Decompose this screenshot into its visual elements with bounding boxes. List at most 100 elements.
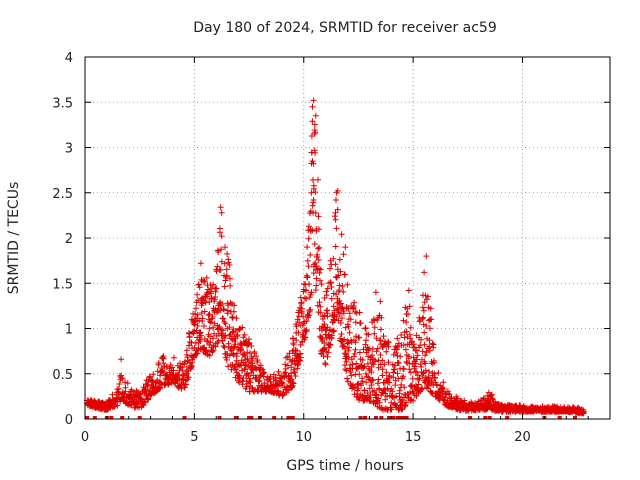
data-point: [405, 353, 412, 360]
data-point: [431, 357, 437, 364]
data-point: [124, 380, 131, 387]
data-point: [315, 213, 322, 220]
data-point: [241, 331, 248, 338]
data-point: [333, 225, 340, 232]
data-point: [380, 333, 387, 340]
data-point: [233, 369, 240, 376]
data-point: [377, 352, 384, 358]
data-point: [396, 393, 403, 400]
x-tick-label: 15: [405, 430, 422, 445]
data-point: [212, 288, 219, 295]
data-point: [429, 340, 436, 347]
data-point: [426, 337, 433, 344]
data-point: [222, 277, 229, 284]
data-point: [370, 377, 377, 384]
data-point: [119, 375, 126, 382]
data-point: [371, 317, 378, 324]
data-point: [345, 354, 352, 361]
peak-point: [332, 209, 339, 216]
data-point: [316, 299, 323, 306]
data-point: [192, 318, 199, 325]
data-point: [330, 255, 337, 262]
data-point: [223, 356, 230, 363]
data-point: [322, 361, 329, 368]
data-point: [224, 307, 231, 314]
zero-point: [391, 416, 396, 419]
data-point: [197, 338, 204, 344]
data-point: [87, 396, 94, 403]
data-point: [400, 317, 407, 324]
data-point: [400, 373, 407, 380]
zero-point: [363, 416, 367, 419]
data-point: [226, 352, 233, 359]
data-point: [193, 305, 199, 312]
data-point: [305, 312, 312, 319]
data-point: [340, 288, 347, 295]
data-point: [357, 320, 364, 326]
data-point: [435, 369, 442, 376]
data-point: [376, 385, 383, 392]
data-point: [244, 349, 251, 356]
data-point: [346, 310, 353, 317]
data-point: [374, 345, 381, 352]
data-point: [400, 366, 407, 372]
data-point: [336, 256, 343, 263]
data-point: [280, 390, 287, 396]
data-point: [393, 393, 400, 399]
data-point: [293, 323, 300, 330]
data-point: [219, 300, 226, 307]
data-point: [256, 377, 263, 384]
data-point: [241, 352, 248, 359]
data-point: [308, 289, 315, 296]
data-point: [360, 346, 367, 353]
data-point: [261, 380, 268, 387]
data-point: [332, 243, 339, 250]
data-point: [316, 270, 323, 276]
y-tick-label: 3.5: [52, 96, 73, 111]
zero-point: [373, 416, 378, 419]
data-point: [339, 283, 346, 290]
data-point: [225, 363, 232, 370]
data-point: [292, 373, 299, 379]
y-tick-label: 1.5: [52, 277, 73, 292]
data-point: [311, 263, 317, 270]
data-point: [373, 335, 380, 342]
data-point: [413, 347, 420, 354]
data-point: [356, 309, 363, 316]
data-point: [194, 291, 201, 298]
data-point: [394, 370, 401, 377]
peak-point: [309, 103, 316, 110]
data-point: [373, 391, 380, 398]
data-point: [371, 387, 378, 394]
data-point: [327, 265, 333, 272]
data-point: [389, 388, 396, 395]
data-point: [306, 281, 312, 287]
data-point: [206, 311, 213, 318]
data-point: [249, 355, 256, 362]
zero-point: [358, 416, 363, 419]
x-tick-label: 0: [81, 430, 89, 445]
data-point: [362, 325, 369, 331]
data-point: [352, 339, 359, 346]
data-point: [311, 121, 318, 128]
data-point: [225, 340, 232, 347]
data-point: [328, 284, 335, 290]
data-point: [407, 369, 414, 376]
data-point: [217, 266, 224, 273]
data-point: [290, 335, 297, 342]
data-point: [440, 386, 447, 392]
peak-point: [309, 158, 316, 165]
data-point: [141, 398, 147, 405]
zero-point: [404, 416, 409, 419]
data-point: [316, 244, 323, 251]
data-point: [418, 336, 424, 343]
data-point: [344, 321, 351, 328]
data-point: [150, 371, 157, 378]
data-point: [223, 273, 230, 280]
data-point: [189, 359, 196, 366]
data-point: [232, 328, 239, 334]
data-point: [267, 378, 274, 385]
data-point: [351, 299, 358, 306]
data-point: [371, 330, 378, 337]
zero-point: [217, 416, 222, 419]
